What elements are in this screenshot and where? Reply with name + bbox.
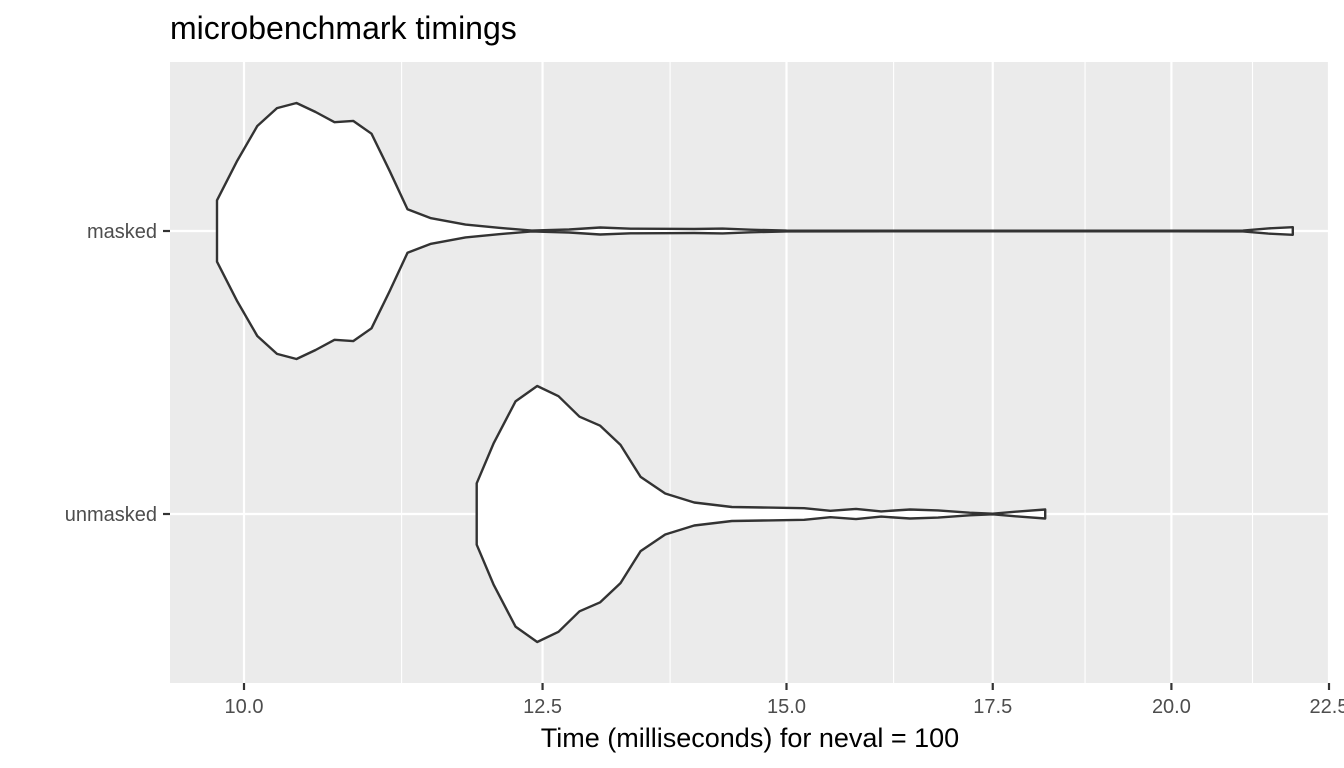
x-tick-label: 10.0 bbox=[225, 696, 264, 718]
x-tick-label: 22.5 bbox=[1310, 696, 1344, 718]
x-axis-title: Time (milliseconds) for neval = 100 bbox=[541, 723, 959, 753]
x-tick-label: 20.0 bbox=[1152, 696, 1191, 718]
violin-layer bbox=[215, 101, 1294, 644]
minor-gridlines bbox=[401, 62, 1254, 683]
violin-masked bbox=[215, 101, 1294, 361]
chart-title: microbenchmark timings bbox=[170, 10, 517, 46]
y-tick-label-masked: masked bbox=[87, 221, 157, 243]
y-tick-label-unmasked: unmasked bbox=[65, 504, 157, 526]
y-axis: masked unmasked bbox=[65, 221, 170, 526]
x-tick-label: 17.5 bbox=[973, 696, 1012, 718]
x-tick-label: 12.5 bbox=[523, 696, 562, 718]
x-axis: 10.0 12.5 15.0 17.5 20.0 22.5 bbox=[225, 683, 1344, 718]
violin-unmasked bbox=[475, 384, 1047, 644]
x-tick-label: 15.0 bbox=[767, 696, 806, 718]
